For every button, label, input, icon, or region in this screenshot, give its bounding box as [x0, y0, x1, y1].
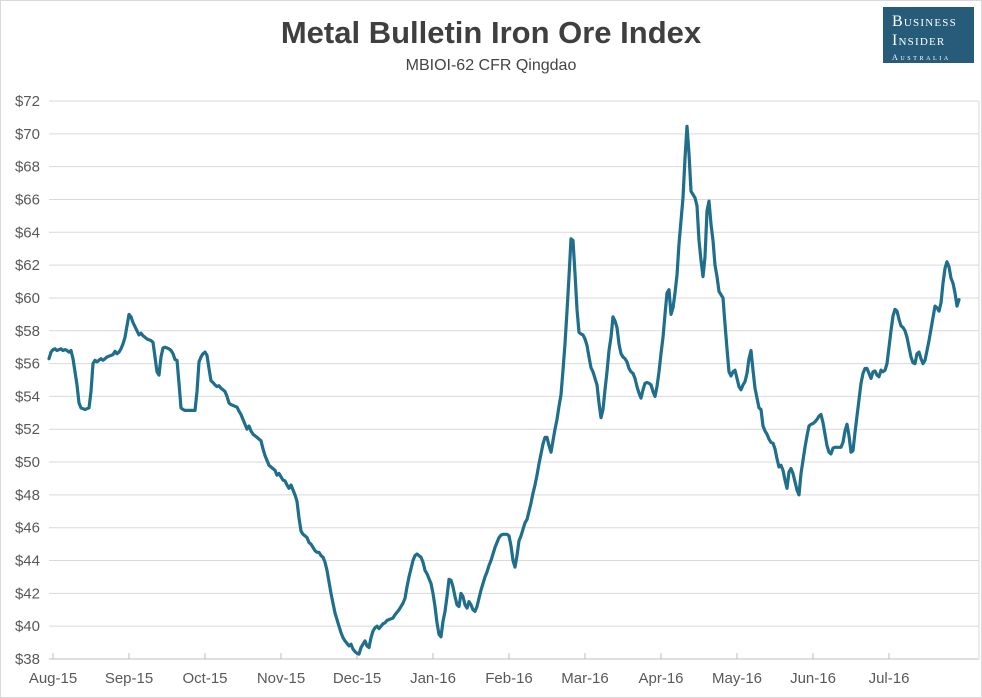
y-axis-tick-label: $60	[15, 290, 40, 307]
y-axis-tick-label: $62	[15, 257, 40, 274]
x-axis-tick-label: May-16	[712, 670, 762, 687]
business-insider-australia-logo: Business Insider Australia	[883, 7, 974, 63]
logo-text-australia: Australia	[892, 52, 951, 62]
y-axis-tick-label: $58	[15, 323, 40, 340]
y-axis-tick-label: $64	[15, 224, 40, 241]
x-axis-tick-label: Aug-15	[29, 670, 77, 687]
y-axis-tick-label: $40	[15, 618, 40, 635]
y-axis-tick-label: $52	[15, 421, 40, 438]
x-axis-tick-label: Jan-16	[410, 670, 456, 687]
y-axis-tick-label: $66	[15, 191, 40, 208]
chart-subtitle: MBIOI-62 CFR Qingdao	[405, 57, 577, 74]
y-axis-tick-label: $42	[15, 585, 40, 602]
y-axis-tick-label: $46	[15, 520, 40, 537]
chart-title: Metal Bulletin Iron Ore Index	[280, 15, 702, 50]
y-axis-tick-label: $70	[15, 126, 40, 143]
y-axis-tick-label: $56	[15, 356, 40, 373]
x-axis-tick-label: Sep-15	[105, 670, 153, 687]
y-axis-tick-label: $50	[15, 454, 40, 471]
y-axis-tick-label: $38	[15, 651, 40, 668]
x-axis-tick-label: Oct-15	[182, 670, 227, 687]
y-axis-tick-label: $48	[15, 487, 40, 504]
x-axis-tick-label: Feb-16	[485, 670, 533, 687]
logo-text-insider: Insider	[892, 31, 946, 49]
x-axis-tick-label: Jul-16	[869, 670, 910, 687]
iron-ore-price-line	[47, 124, 961, 656]
x-axis-tick-label: Jun-16	[790, 670, 836, 687]
y-axis-tick-label: $68	[15, 159, 40, 176]
logo-text-business: Business	[892, 13, 957, 30]
y-axis-tick-label: $44	[15, 553, 40, 570]
x-axis-tick-label: Nov-15	[257, 670, 305, 687]
y-axis-tick-label: $72	[15, 93, 40, 110]
y-axis-tick-label: $54	[15, 388, 40, 405]
x-axis-tick-label: Mar-16	[561, 670, 609, 687]
x-axis-tick-label: Dec-15	[333, 670, 381, 687]
x-axis-tick-label: Apr-16	[638, 670, 683, 687]
